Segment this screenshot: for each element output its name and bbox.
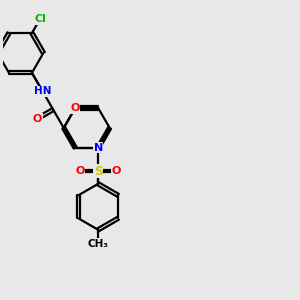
- Text: O: O: [76, 166, 85, 176]
- Text: S: S: [94, 165, 103, 178]
- Text: O: O: [112, 166, 121, 176]
- Text: Cl: Cl: [34, 14, 46, 24]
- Text: CH₃: CH₃: [88, 238, 109, 249]
- Text: HN: HN: [34, 86, 51, 96]
- Text: O: O: [33, 114, 42, 124]
- Text: N: N: [94, 143, 103, 153]
- Text: O: O: [70, 103, 80, 113]
